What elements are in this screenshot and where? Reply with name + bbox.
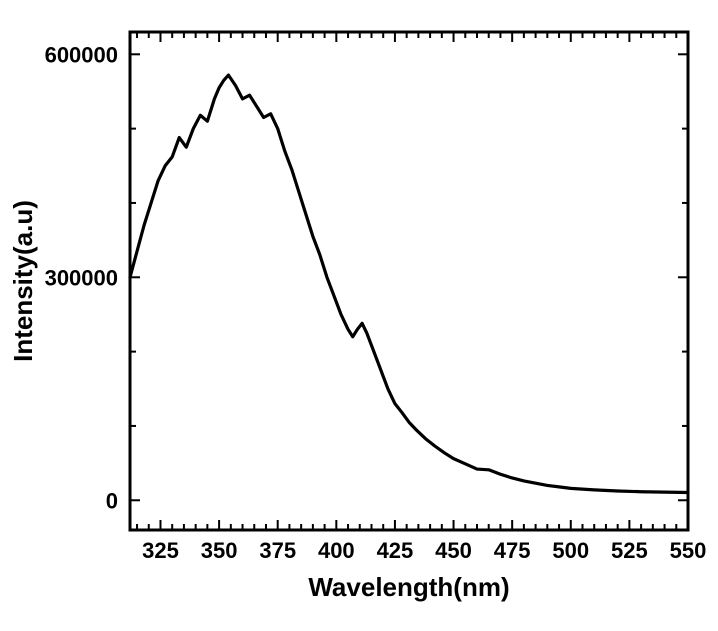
x-tick-label: 425	[377, 538, 414, 563]
y-tick-label: 0	[106, 488, 118, 513]
x-tick-label: 325	[142, 538, 179, 563]
plot-area	[130, 32, 688, 530]
x-tick-label: 450	[435, 538, 472, 563]
y-axis-label: Intensity(a.u)	[8, 200, 38, 362]
x-tick-label: 525	[611, 538, 648, 563]
chart-svg: 325 350 375 400 425 450 475 500 525 550 0 300000 60…	[0, 0, 718, 631]
x-tick-label: 550	[670, 538, 707, 563]
y-tick-label: 600000	[45, 42, 118, 67]
x-tick-label: 500	[552, 538, 589, 563]
x-axis-label: Wavelength(nm)	[308, 572, 509, 602]
spectrum-chart: 325 350 375 400 425 450 475 500 525 550 0 300000 60…	[0, 0, 718, 631]
x-tick-label: 350	[201, 538, 238, 563]
x-tick-label: 475	[494, 538, 531, 563]
x-tick-label: 375	[259, 538, 296, 563]
x-tick-label: 400	[318, 538, 355, 563]
y-tick-label: 300000	[45, 265, 118, 290]
